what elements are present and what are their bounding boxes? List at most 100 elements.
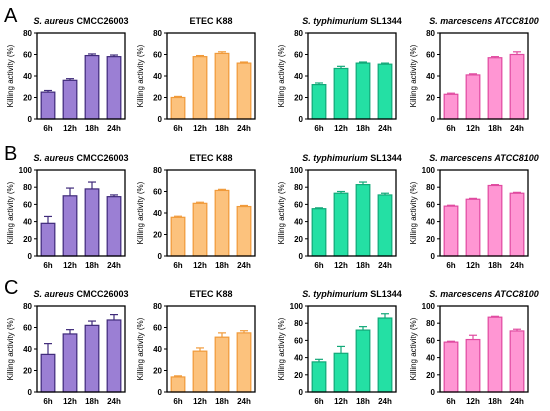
chart-title-italic: S. marcescens ATCC8100 — [429, 289, 539, 299]
bar — [333, 67, 349, 120]
y-tick-label: 0 — [158, 388, 163, 397]
y-axis-label: Killing activity (%) — [277, 181, 286, 244]
x-tick-label: 24h — [510, 261, 524, 270]
bar — [84, 54, 100, 120]
y-tick-label: 80 — [23, 183, 32, 192]
y-tick-label: 40 — [426, 72, 435, 81]
plot-frame — [166, 305, 256, 393]
bar — [192, 202, 208, 257]
chart-title-rest: CMCC26003 — [74, 289, 129, 299]
y-tick-label: 20 — [294, 371, 303, 380]
x-tick-label: 18h — [85, 124, 99, 133]
y-tick-label: 100 — [422, 302, 436, 311]
x-tick-label: 18h — [215, 397, 229, 406]
bar — [487, 184, 503, 257]
y-axis-label: Killing activity (%) — [6, 44, 15, 107]
chart-title-italic: S. aureus — [33, 153, 74, 163]
x-tick-label: 12h — [466, 397, 480, 406]
bar — [170, 376, 186, 393]
chart-title: S. marcescens ATCC8100 — [429, 16, 539, 26]
bar — [311, 208, 327, 257]
x-tick-label: 12h — [193, 261, 207, 270]
row-label-c: C — [4, 277, 18, 299]
row-label-a: A — [4, 5, 18, 27]
x-tick-label: 24h — [237, 261, 251, 270]
chart-panel: S. typhimurium SL1344 Killing activity (%… — [277, 16, 402, 133]
x-tick-label: 6h — [314, 261, 323, 270]
x-tick-label: 6h — [446, 261, 455, 270]
y-tick-label: 40 — [153, 209, 162, 218]
x-tick-label: 12h — [334, 124, 348, 133]
bar — [192, 350, 208, 393]
y-tick-label: 100 — [290, 166, 304, 175]
chart-title: S. marcescens ATCC8100 — [429, 153, 539, 163]
chart-title-italic: S. aureus — [33, 16, 74, 26]
plot-frame — [166, 32, 256, 120]
y-tick-label: 20 — [294, 235, 303, 244]
y-tick-label: 0 — [28, 252, 33, 261]
chart-panel: ETEC K88 Killing activity (%) 0 20 40 60 80 6h 1… — [136, 16, 256, 133]
bar — [40, 353, 56, 393]
chart-title: S. aureus CMCC26003 — [33, 16, 128, 26]
y-tick-label: 40 — [23, 345, 32, 354]
y-tick-label: 40 — [23, 218, 32, 227]
y-tick-label: 60 — [426, 51, 435, 60]
y-tick-label: 0 — [299, 252, 304, 261]
chart-panel: ETEC K88 Killing activity (%) 0 20 40 60 80 6h 1… — [136, 289, 256, 406]
y-tick-label: 20 — [426, 371, 435, 380]
chart-panel: S. typhimurium SL1344 Killing activity (%… — [277, 153, 402, 270]
chart-panel: S. aureus CMCC26003 Killing activity (%) 0… — [6, 153, 129, 270]
y-axis-label: Killing activity (%) — [6, 317, 15, 380]
bar — [62, 79, 78, 120]
x-tick-label: 24h — [510, 397, 524, 406]
chart-title-italic: S. typhimurium — [302, 16, 368, 26]
y-axis-label: Killing activity (%) — [6, 181, 15, 244]
chart-title: S. typhimurium SL1344 — [302, 289, 402, 299]
bar — [62, 195, 78, 257]
y-tick-label: 80 — [294, 319, 303, 328]
bar — [84, 188, 100, 257]
x-tick-label: 6h — [43, 124, 52, 133]
bar — [465, 198, 481, 257]
y-tick-label: 60 — [153, 188, 162, 197]
plot-frame — [439, 169, 529, 257]
y-tick-label: 0 — [158, 115, 163, 124]
bar — [40, 91, 56, 120]
x-tick-label: 12h — [193, 124, 207, 133]
y-axis-label: Killing activity (%) — [277, 44, 286, 107]
y-tick-label: 0 — [299, 388, 304, 397]
bar — [355, 184, 371, 257]
bar — [487, 316, 503, 393]
y-tick-label: 60 — [23, 200, 32, 209]
bar — [236, 332, 252, 393]
y-tick-label: 20 — [23, 367, 32, 376]
chart-title: ETEC K88 — [189, 16, 232, 26]
plot-frame — [307, 32, 397, 120]
y-tick-label: 0 — [431, 115, 436, 124]
x-tick-label: 18h — [215, 261, 229, 270]
y-tick-label: 80 — [153, 166, 162, 175]
y-tick-label: 20 — [153, 231, 162, 240]
plot-frame — [36, 32, 126, 120]
row-label-b: B — [4, 143, 17, 165]
chart-title: ETEC K88 — [189, 153, 232, 163]
x-tick-label: 6h — [314, 124, 323, 133]
x-tick-label: 24h — [510, 124, 524, 133]
x-tick-label: 24h — [107, 397, 121, 406]
bar — [487, 57, 503, 120]
bar — [106, 56, 122, 120]
x-tick-label: 6h — [314, 397, 323, 406]
y-axis-label: Killing activity (%) — [409, 317, 418, 380]
bar — [84, 324, 100, 393]
y-tick-label: 20 — [23, 94, 32, 103]
bar — [40, 222, 56, 257]
chart-title-rest: SL1344 — [368, 289, 402, 299]
y-tick-label: 40 — [426, 218, 435, 227]
chart-title: S. typhimurium SL1344 — [302, 16, 402, 26]
chart-title-italic: S. marcescens ATCC8100 — [429, 16, 539, 26]
x-tick-label: 12h — [334, 261, 348, 270]
chart-title-rest: SL1344 — [368, 16, 402, 26]
chart-title: S. aureus CMCC26003 — [33, 153, 128, 163]
y-tick-label: 80 — [23, 302, 32, 311]
